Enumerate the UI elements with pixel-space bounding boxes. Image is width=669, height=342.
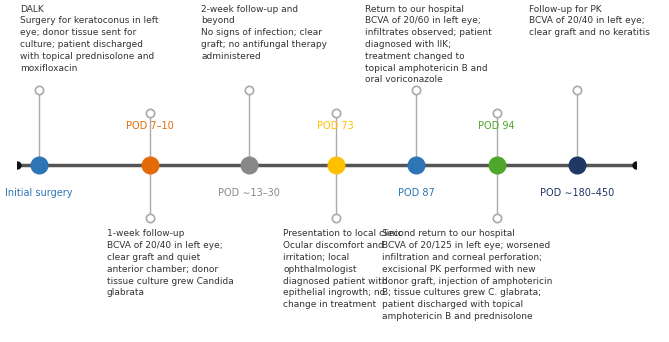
- Text: POD ∼180–450: POD ∼180–450: [540, 188, 614, 198]
- Text: 1-week follow-up
BCVA of 20/40 in left eye;
clear graft and quiet
anterior chamb: 1-week follow-up BCVA of 20/40 in left e…: [107, 229, 233, 297]
- Text: Return to our hospital
BCVA of 20/60 in left eye;
infiltrates observed; patient
: Return to our hospital BCVA of 20/60 in …: [365, 5, 492, 84]
- Text: POD 87: POD 87: [398, 188, 435, 198]
- Text: Initial surgery: Initial surgery: [5, 188, 72, 198]
- Text: Second return to our hospital
BCVA of 20/125 in left eye; worsened
infiltration : Second return to our hospital BCVA of 20…: [382, 229, 553, 321]
- Text: POD 73: POD 73: [317, 121, 354, 131]
- Text: 2-week follow-up and
beyond
No signs of infection; clear
graft; no antifungal th: 2-week follow-up and beyond No signs of …: [201, 5, 327, 61]
- Text: POD 7–10: POD 7–10: [126, 121, 174, 131]
- Text: POD 94: POD 94: [478, 121, 515, 131]
- Text: POD ∼13–30: POD ∼13–30: [218, 188, 280, 198]
- Text: Presentation to local clinic
Ocular discomfort and
irritation; local
ophthalmolo: Presentation to local clinic Ocular disc…: [283, 229, 403, 309]
- Text: DALK
Surgery for keratoconus in left
eye; donor tissue sent for
culture; patient: DALK Surgery for keratoconus in left eye…: [20, 5, 159, 73]
- Text: Follow-up for PK
BCVA of 20/40 in left eye;
clear graft and no keratitis: Follow-up for PK BCVA of 20/40 in left e…: [529, 5, 650, 37]
